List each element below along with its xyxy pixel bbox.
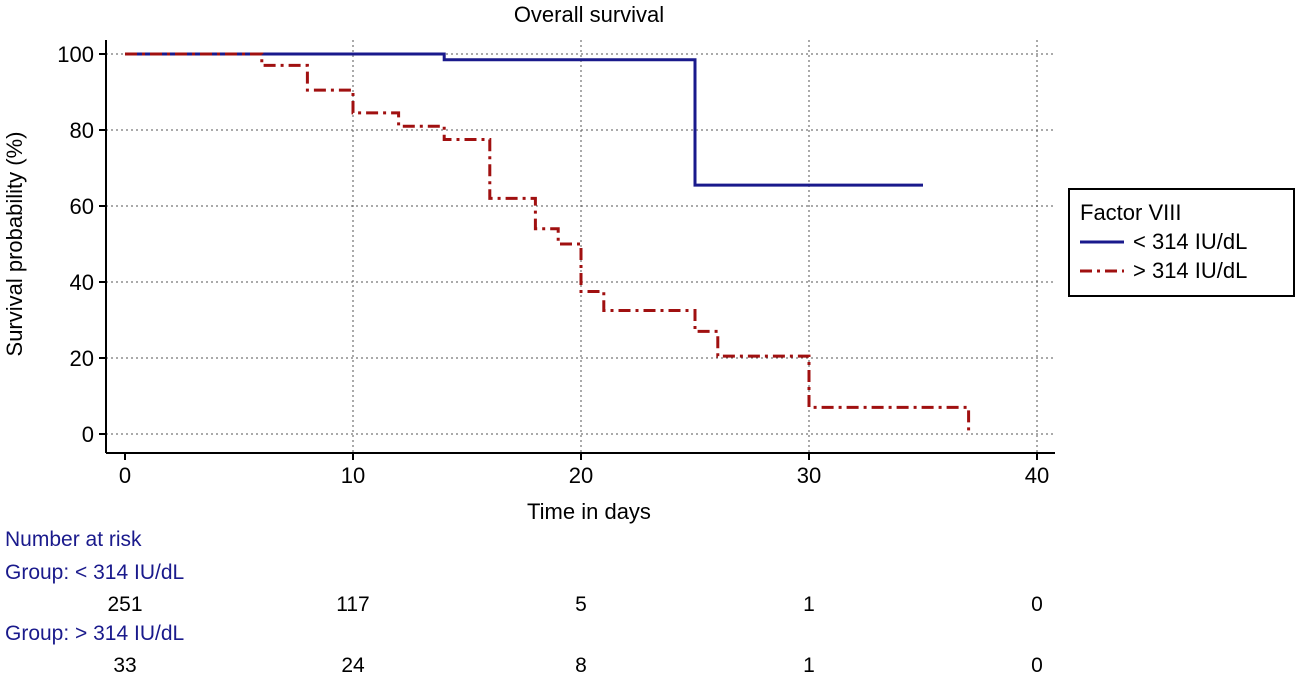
survival-curve-high bbox=[125, 52, 971, 434]
risk-count-low-t40: 0 bbox=[1031, 593, 1043, 616]
y-axis-label: Survival probability (%) bbox=[2, 132, 27, 357]
y-tick-label-40: 40 bbox=[70, 270, 94, 295]
y-tick-label-0: 0 bbox=[82, 422, 94, 447]
risk-count-high-t0: 33 bbox=[113, 654, 137, 677]
y-tick-label-20: 20 bbox=[70, 346, 94, 371]
survival-curves bbox=[125, 52, 971, 434]
legend-title: Factor VIII bbox=[1080, 200, 1181, 225]
risk-count-high-t20: 8 bbox=[575, 654, 587, 677]
risk-count-low-t30: 1 bbox=[803, 593, 815, 616]
x-axis-label: Time in days bbox=[527, 499, 651, 524]
x-tick-label-0: 0 bbox=[119, 463, 131, 488]
x-tick-label-40: 40 bbox=[1025, 463, 1049, 488]
risk-table-title: Number at risk bbox=[5, 528, 142, 551]
legend-label-low: < 314 IU/dL bbox=[1133, 229, 1247, 254]
x-tick-label-10: 10 bbox=[341, 463, 365, 488]
x-tick-label-30: 30 bbox=[797, 463, 821, 488]
risk-group-label-low: Group: < 314 IU/dL bbox=[5, 561, 185, 584]
risk-count-low-t0: 251 bbox=[107, 593, 143, 616]
risk-group-label-high: Group: > 314 IU/dL bbox=[5, 622, 185, 645]
legend: Factor VIII < 314 IU/dL > 314 IU/dL bbox=[1068, 188, 1295, 297]
y-tick-label-80: 80 bbox=[70, 118, 94, 143]
risk-count-high-t40: 0 bbox=[1031, 654, 1043, 677]
x-axis-ticks: 0 10 20 30 40 bbox=[119, 453, 1049, 488]
x-tick-label-20: 20 bbox=[569, 463, 593, 488]
legend-label-high: > 314 IU/dL bbox=[1133, 258, 1247, 283]
risk-count-low-t20: 5 bbox=[575, 593, 587, 616]
risk-count-low-t10: 117 bbox=[336, 593, 370, 616]
grid-lines bbox=[106, 40, 1055, 453]
risk-count-high-t10: 24 bbox=[341, 654, 365, 677]
y-tick-label-100: 100 bbox=[57, 42, 94, 67]
chart-title: Overall survival bbox=[514, 2, 664, 27]
risk-count-high-t30: 1 bbox=[803, 654, 815, 677]
y-axis-ticks: 0 20 40 60 80 100 bbox=[57, 42, 106, 447]
survival-curve-low bbox=[125, 52, 923, 187]
y-tick-label-60: 60 bbox=[70, 194, 94, 219]
